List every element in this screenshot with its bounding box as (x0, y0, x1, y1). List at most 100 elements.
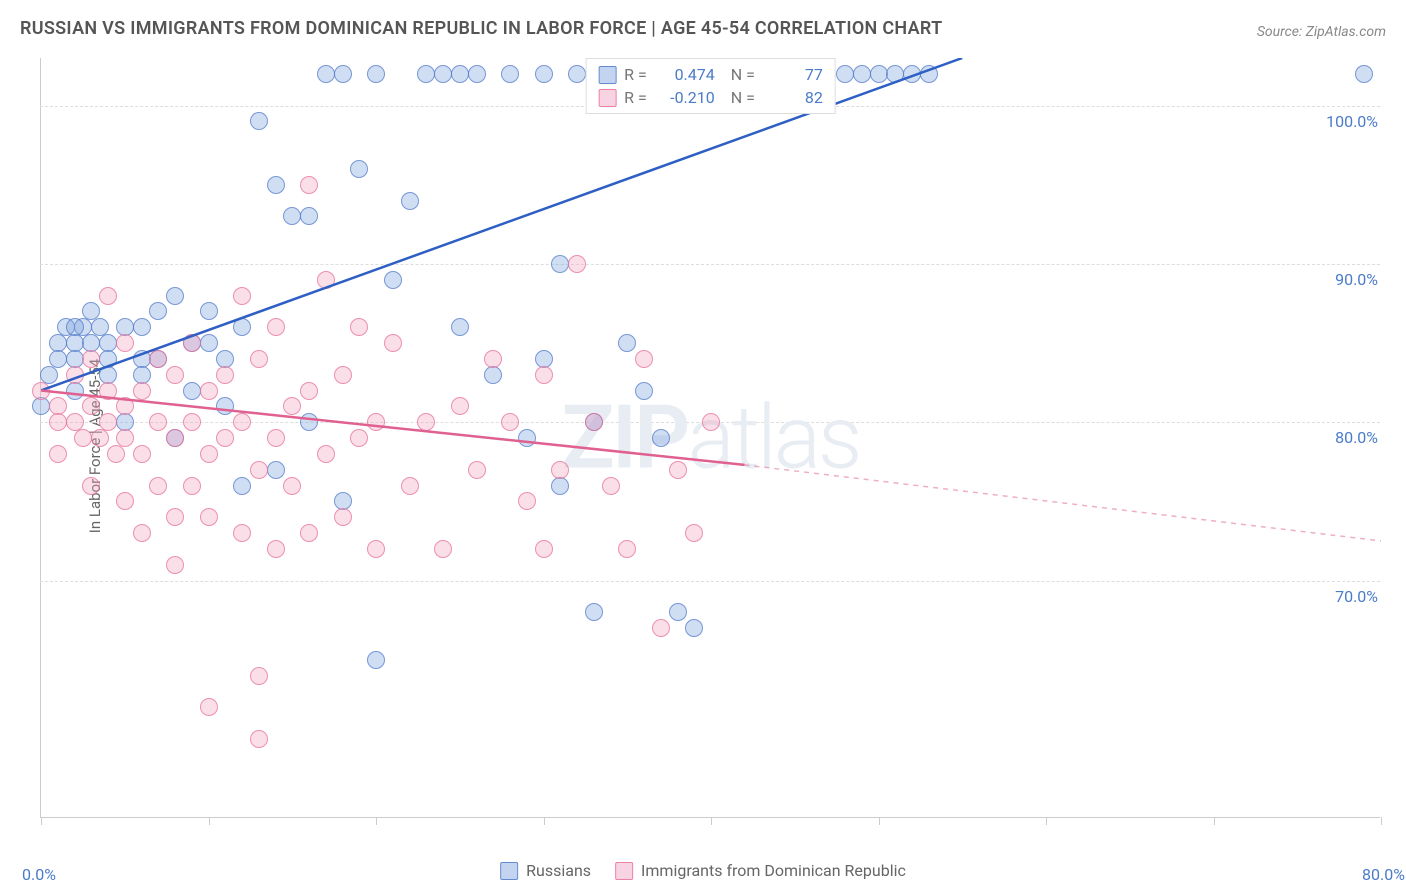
scatter-point (367, 651, 385, 669)
y-tick-label: 100.0% (1326, 112, 1378, 131)
chart-title: RUSSIAN VS IMMIGRANTS FROM DOMINICAN REP… (20, 18, 942, 39)
scatter-point (669, 603, 687, 621)
scatter-point (267, 429, 285, 447)
scatter-point (149, 477, 167, 495)
scatter-point (870, 65, 888, 83)
scatter-point (200, 698, 218, 716)
scatter-point (618, 540, 636, 558)
scatter-point (417, 65, 435, 83)
scatter-point (669, 461, 687, 479)
legend-swatch-icon (598, 89, 616, 107)
scatter-point (116, 492, 134, 510)
legend-swatch-icon (598, 66, 616, 84)
scatter-point (66, 366, 84, 384)
scatter-point (66, 318, 84, 336)
scatter-point (166, 287, 184, 305)
bottom-legend: Russians Immigrants from Dominican Repub… (500, 861, 906, 880)
scatter-point (133, 318, 151, 336)
scatter-point (116, 334, 134, 352)
scatter-point (501, 413, 519, 431)
scatter-point (300, 207, 318, 225)
scatter-point (250, 350, 268, 368)
scatter-point (183, 334, 201, 352)
legend-swatch-icon (615, 862, 633, 880)
y-tick-label: 90.0% (1335, 270, 1378, 289)
scatter-point (401, 192, 419, 210)
scatter-point (283, 207, 301, 225)
scatter-point (300, 382, 318, 400)
scatter-point (283, 477, 301, 495)
scatter-point (1355, 65, 1373, 83)
scatter-point (652, 619, 670, 637)
x-tick (41, 817, 42, 825)
scatter-point (350, 160, 368, 178)
scatter-point (568, 65, 586, 83)
scatter-point (49, 445, 67, 463)
scatter-point (49, 413, 67, 431)
x-tick-label: 80.0% (1362, 865, 1405, 884)
scatter-point (518, 492, 536, 510)
scatter-point (74, 429, 92, 447)
scatter-point (133, 382, 151, 400)
scatter-point (166, 556, 184, 574)
watermark-light: atlas (687, 386, 859, 489)
scatter-point (635, 382, 653, 400)
scatter-point (200, 334, 218, 352)
watermark: ZIPatlas (561, 386, 859, 489)
scatter-point (133, 524, 151, 542)
legend-n-label: N = (723, 88, 755, 107)
scatter-point (233, 477, 251, 495)
trend-lines-svg (41, 58, 1381, 818)
scatter-point (451, 318, 469, 336)
scatter-point (267, 318, 285, 336)
scatter-point (334, 508, 352, 526)
x-tick (711, 817, 712, 825)
gridline (40, 581, 1380, 582)
scatter-point (116, 429, 134, 447)
scatter-point (585, 413, 603, 431)
scatter-point (183, 382, 201, 400)
scatter-point (99, 287, 117, 305)
legend-r-value: -0.210 (655, 88, 715, 107)
x-tick (209, 817, 210, 825)
scatter-point (32, 382, 50, 400)
legend-item: Russians (500, 861, 591, 880)
scatter-point (501, 65, 519, 83)
scatter-point (233, 413, 251, 431)
scatter-point (267, 176, 285, 194)
legend-r-label: R = (624, 65, 647, 84)
scatter-point (49, 350, 67, 368)
scatter-point (300, 176, 318, 194)
scatter-point (233, 287, 251, 305)
scatter-point (166, 429, 184, 447)
legend-stats-row: R = 0.474 N = 77 (598, 63, 823, 86)
scatter-point (82, 397, 100, 415)
x-tick (1046, 817, 1047, 825)
scatter-point (702, 413, 720, 431)
scatter-point (853, 65, 871, 83)
scatter-point (267, 461, 285, 479)
scatter-point (200, 302, 218, 320)
scatter-point (267, 540, 285, 558)
legend-n-label: N = (723, 65, 755, 84)
scatter-point (903, 65, 921, 83)
scatter-point (99, 382, 117, 400)
scatter-point (384, 334, 402, 352)
scatter-point (66, 382, 84, 400)
y-tick-label: 70.0% (1335, 587, 1378, 606)
scatter-point (568, 255, 586, 273)
legend-stats-box: R = 0.474 N = 77 R = -0.210 N = 82 (585, 58, 836, 114)
scatter-point (216, 397, 234, 415)
scatter-point (484, 366, 502, 384)
scatter-point (107, 445, 125, 463)
scatter-point (300, 413, 318, 431)
gridline (40, 264, 1380, 265)
scatter-point (585, 603, 603, 621)
scatter-point (685, 524, 703, 542)
scatter-point (250, 112, 268, 130)
scatter-point (317, 271, 335, 289)
chart-container: RUSSIAN VS IMMIGRANTS FROM DOMINICAN REP… (0, 0, 1406, 892)
scatter-point (82, 350, 100, 368)
legend-n-value: 82 (763, 88, 823, 107)
scatter-point (200, 508, 218, 526)
